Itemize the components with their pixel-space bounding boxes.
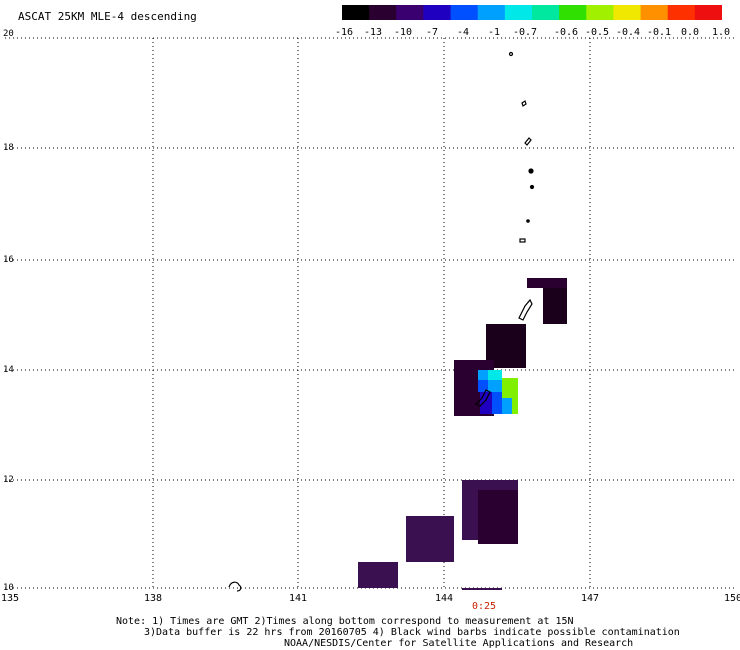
colorbar-label: -0.5 xyxy=(584,27,610,38)
lat-label: 20 xyxy=(3,29,14,39)
colorbar-swatch xyxy=(477,5,506,20)
colorbar-label: 1.0 xyxy=(711,27,731,38)
colorbar-swatch xyxy=(613,5,642,20)
colorbar-swatch xyxy=(423,5,452,20)
colorbar-swatch xyxy=(586,5,614,20)
colorbar-swatch xyxy=(342,5,370,20)
lat-label: 10 xyxy=(3,583,14,593)
colorbar-label: 0.0 xyxy=(680,27,700,38)
colorbar-label: -10 xyxy=(393,27,413,38)
map-title: ASCAT 25KM MLE-4 descending xyxy=(18,10,197,23)
colorbar-label: -7 xyxy=(425,27,439,38)
colorbar-swatch xyxy=(694,5,722,20)
lon-label: 147 xyxy=(580,593,600,604)
lon-label: 150 xyxy=(723,593,740,604)
coastlines xyxy=(228,51,535,592)
colorbar-label: -0.6 xyxy=(553,27,579,38)
colorbar-label: -0.4 xyxy=(615,27,641,38)
colorbar-label: -0.1 xyxy=(646,27,672,38)
swath-cells xyxy=(358,278,567,590)
lat-label: 16 xyxy=(3,255,14,265)
lon-label: 138 xyxy=(143,593,163,604)
lat-label: 14 xyxy=(3,365,14,375)
colorbar-swatch xyxy=(396,5,424,20)
note-line-1: Note: 1) Times are GMT 2)Times along bot… xyxy=(116,616,574,627)
colorbar-swatch xyxy=(450,5,479,20)
colorbar-label: -4 xyxy=(456,27,470,38)
lon-label: 144 xyxy=(434,593,454,604)
lon-label: 141 xyxy=(288,593,308,604)
colorbar-label: -1 xyxy=(487,27,501,38)
lon-label: 135 xyxy=(0,593,20,604)
time-label: 0:25 xyxy=(471,601,497,612)
colorbar-swatch xyxy=(532,5,560,20)
colorbar-swatch xyxy=(504,5,533,20)
lat-label: 12 xyxy=(3,475,14,485)
grid-lines xyxy=(5,37,735,590)
note-line-3: NOAA/NESDIS/Center for Satellite Applica… xyxy=(284,638,634,649)
colorbar-swatch xyxy=(369,5,397,20)
colorbar xyxy=(342,5,722,20)
colorbar-swatch xyxy=(559,5,587,20)
lat-label: 18 xyxy=(3,143,14,153)
colorbar-swatch xyxy=(667,5,696,20)
note-line-2: 3)Data buffer is 22 hrs from 20160705 4)… xyxy=(144,627,680,638)
colorbar-label: -0.7 xyxy=(512,27,538,38)
colorbar-label: -16 xyxy=(334,27,354,38)
colorbar-swatch xyxy=(640,5,669,20)
colorbar-label: -13 xyxy=(363,27,383,38)
